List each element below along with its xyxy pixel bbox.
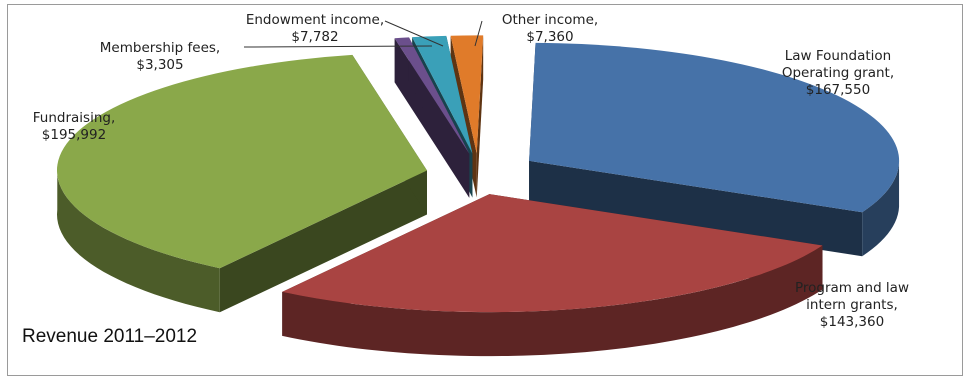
slice-label-fundraising: Fundraising, $195,992: [33, 110, 115, 143]
chart-title: Revenue 2011–2012: [22, 326, 198, 347]
pie-slice-top: [56, 54, 427, 269]
pie-slice-side: [862, 158, 900, 257]
pie-slice-top: [282, 194, 823, 313]
slice-label-endowment-income: Endowment income, $7,782: [246, 12, 384, 45]
pie-slice-side: [56, 165, 220, 313]
slice-label-membership-fees: Membership fees, $3,305: [100, 40, 220, 73]
label-leader-line: [384, 20, 444, 47]
label-leader-line: [243, 45, 433, 48]
pie-slice-top: [450, 35, 484, 154]
pie-slice-program-and-law-intern-grants: [282, 194, 823, 357]
slice-label-law-foundation-operating-grant: Law Foundation Operating grant, $167,550: [782, 48, 894, 98]
slice-label-program-and-law-intern-grants: Program and law intern grants, $143,360: [795, 280, 909, 330]
pie-slice-top: [394, 37, 470, 154]
pie-slice-side: [282, 245, 823, 357]
slice-label-other-income: Other income, $7,360: [502, 12, 598, 45]
label-leader-line: [474, 20, 483, 47]
pie-slice-membership-fees: [394, 37, 470, 198]
pie-slice-wall: [219, 170, 427, 313]
pie-slice-fundraising: [56, 54, 427, 313]
pie-slice-top: [412, 35, 473, 154]
pie-slice-law-foundation-operating-grant: [529, 42, 900, 257]
pie-slice-top: [529, 42, 900, 213]
pie-slice-wall: [529, 160, 863, 257]
pie-slice-wall: [476, 35, 484, 198]
